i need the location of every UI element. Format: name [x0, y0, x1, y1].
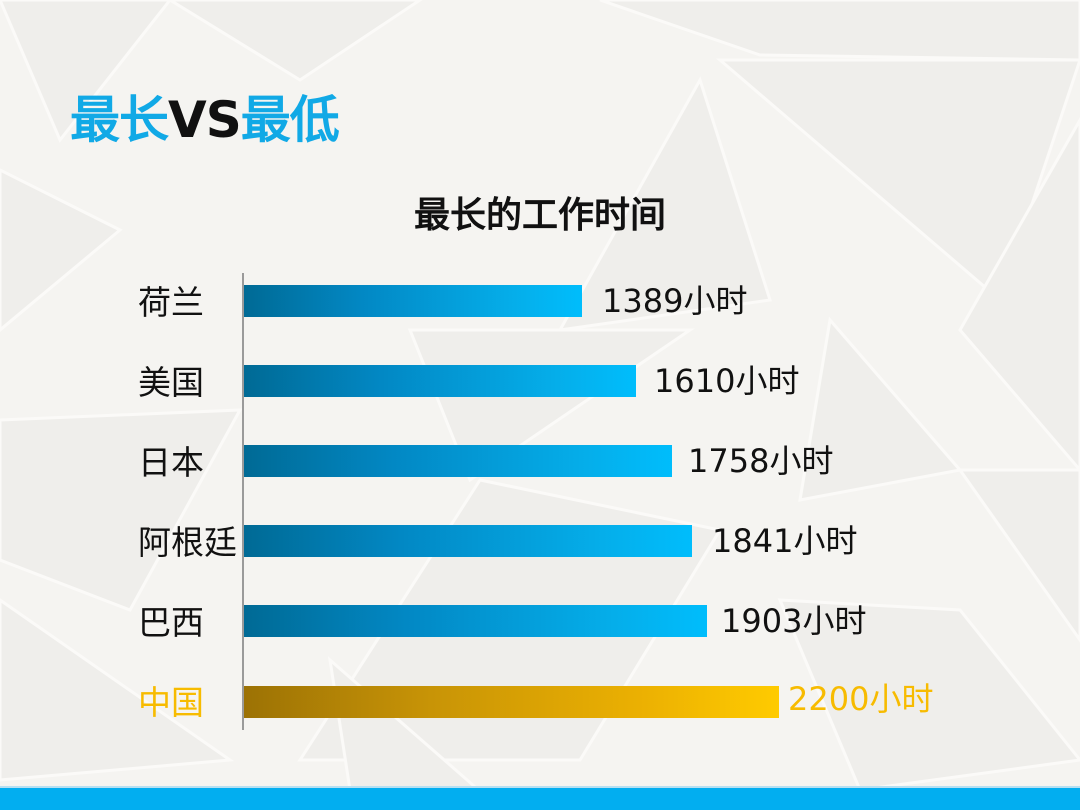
chart-title-text: 最长的工作时间 [413, 195, 666, 236]
category-label: 荷兰 [138, 283, 204, 322]
value-label: 1610小时 [654, 362, 800, 400]
title-part-longest: 最长 [70, 91, 169, 149]
category-label: 巴西 [138, 603, 204, 642]
title-part-vs: VS [168, 91, 242, 149]
category-label: 阿根廷 [138, 523, 237, 562]
value-label-highlight: 2200小时 [788, 680, 934, 718]
bar-argentina [244, 525, 692, 557]
footer-highlight [0, 786, 1080, 788]
bar-china [244, 686, 779, 718]
category-label: 日本 [138, 443, 204, 482]
bar-netherlands [244, 285, 582, 317]
category-label: 美国 [138, 363, 204, 402]
category-label-highlight: 中国 [138, 683, 204, 722]
category-axis-line [242, 273, 244, 730]
footer-band [0, 788, 1080, 810]
value-label: 1903小时 [721, 602, 867, 640]
slide-title: 最长VS最低 [70, 88, 340, 152]
chart-title: 最长的工作时间 [0, 186, 1080, 238]
bar-japan [244, 445, 672, 477]
bar-brazil [244, 605, 707, 637]
bar-usa [244, 365, 636, 397]
value-label: 1758小时 [688, 442, 834, 480]
title-part-lowest: 最低 [240, 91, 340, 149]
value-label: 1389小时 [602, 282, 748, 320]
value-label: 1841小时 [712, 522, 858, 560]
